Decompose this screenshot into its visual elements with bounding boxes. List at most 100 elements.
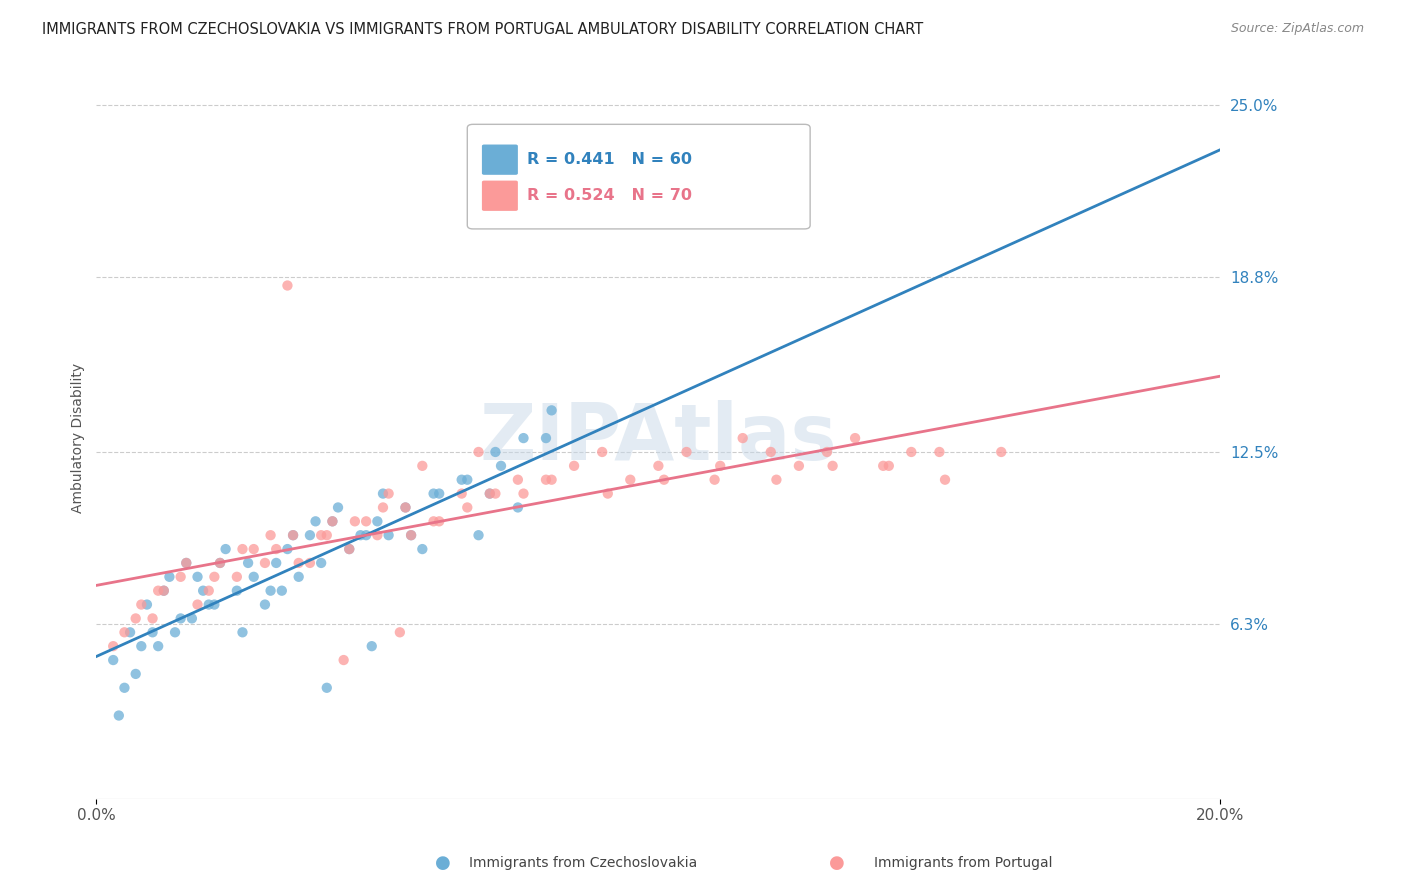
Point	[309, 528, 332, 542]
Point	[844, 431, 866, 445]
Point	[506, 500, 529, 515]
Point	[596, 486, 619, 500]
Point	[287, 570, 309, 584]
Point	[315, 681, 337, 695]
Point	[214, 542, 236, 557]
Point	[506, 473, 529, 487]
Point	[125, 611, 148, 625]
Point	[652, 473, 675, 487]
Point	[242, 570, 264, 584]
Point	[512, 486, 534, 500]
Point	[148, 639, 170, 653]
Text: ●: ●	[434, 855, 451, 872]
Point	[534, 431, 557, 445]
Point	[264, 556, 287, 570]
Point	[231, 542, 253, 557]
Point	[315, 528, 337, 542]
Point	[394, 500, 416, 515]
Point	[142, 611, 165, 625]
Point	[142, 625, 165, 640]
Point	[114, 625, 136, 640]
Point	[148, 583, 170, 598]
Point	[236, 556, 259, 570]
Point	[169, 611, 191, 625]
Text: ZIPAtlas: ZIPAtlas	[479, 401, 837, 476]
Point	[281, 528, 304, 542]
Point	[388, 625, 411, 640]
Point	[478, 486, 501, 500]
Point	[264, 542, 287, 557]
Point	[540, 473, 562, 487]
Point	[540, 403, 562, 417]
Point	[337, 542, 360, 557]
Point	[321, 514, 343, 528]
Text: Immigrants from Portugal: Immigrants from Portugal	[875, 856, 1052, 871]
Point	[349, 528, 371, 542]
Point	[990, 445, 1012, 459]
Point	[484, 445, 506, 459]
Point	[174, 556, 197, 570]
Point	[928, 445, 950, 459]
Point	[152, 583, 174, 598]
Point	[456, 500, 478, 515]
Point	[309, 556, 332, 570]
Point	[326, 500, 349, 515]
Text: Source: ZipAtlas.com: Source: ZipAtlas.com	[1230, 22, 1364, 36]
Point	[253, 556, 276, 570]
Point	[276, 542, 298, 557]
Point	[934, 473, 956, 487]
Point	[484, 486, 506, 500]
Point	[731, 431, 754, 445]
Point	[377, 528, 399, 542]
Point	[270, 583, 292, 598]
Point	[225, 570, 247, 584]
Point	[872, 458, 894, 473]
Point	[298, 556, 321, 570]
FancyBboxPatch shape	[482, 180, 517, 211]
Point	[877, 458, 900, 473]
Point	[360, 639, 382, 653]
Point	[366, 514, 388, 528]
Point	[259, 528, 281, 542]
Point	[276, 278, 298, 293]
Point	[103, 639, 125, 653]
Point	[343, 514, 366, 528]
Point	[231, 625, 253, 640]
Point	[709, 458, 731, 473]
Point	[103, 653, 125, 667]
Point	[456, 473, 478, 487]
Point	[354, 528, 377, 542]
Point	[703, 473, 725, 487]
Point	[765, 473, 787, 487]
Point	[467, 528, 489, 542]
Point	[202, 598, 225, 612]
Point	[399, 528, 422, 542]
Point	[411, 542, 433, 557]
Point	[450, 473, 472, 487]
Y-axis label: Ambulatory Disability: Ambulatory Disability	[72, 363, 86, 513]
Point	[208, 556, 231, 570]
Point	[242, 542, 264, 557]
Point	[174, 556, 197, 570]
Point	[169, 570, 191, 584]
Point	[202, 570, 225, 584]
Point	[304, 514, 326, 528]
Point	[180, 611, 202, 625]
Point	[197, 583, 219, 598]
Point	[186, 570, 208, 584]
Text: ●: ●	[828, 855, 845, 872]
Point	[759, 445, 782, 459]
Point	[136, 598, 159, 612]
Point	[900, 445, 922, 459]
Point	[108, 708, 131, 723]
Point	[489, 458, 512, 473]
Point	[152, 583, 174, 598]
Point	[259, 583, 281, 598]
Point	[354, 514, 377, 528]
Point	[281, 528, 304, 542]
Point	[821, 458, 844, 473]
FancyBboxPatch shape	[467, 124, 810, 229]
Point	[647, 458, 669, 473]
Point	[120, 625, 142, 640]
Point	[208, 556, 231, 570]
